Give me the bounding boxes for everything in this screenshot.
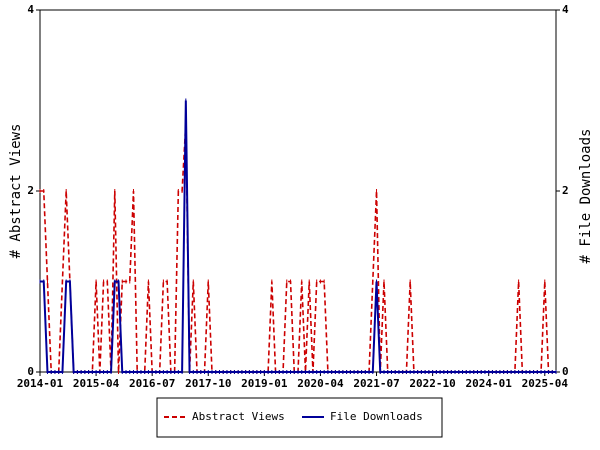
x-tick-label: 2022-10 bbox=[409, 377, 455, 390]
x-tick-label: 2016-07 bbox=[129, 377, 175, 390]
legend bbox=[156, 397, 443, 438]
x-tick-label: 2024-01 bbox=[466, 377, 513, 390]
y2-tick-label: 4 bbox=[562, 3, 569, 16]
y2-tick-label: 0 bbox=[562, 365, 569, 378]
x-tick-label: 2021-07 bbox=[353, 377, 399, 390]
y2-tick-label: 2 bbox=[562, 184, 569, 197]
y-tick-label: 2 bbox=[27, 184, 34, 197]
legend-label: Abstract Views bbox=[192, 410, 285, 423]
x-tick-label: 2019-01 bbox=[241, 377, 288, 390]
y-axis-label: # Abstract Views bbox=[8, 124, 24, 259]
y-tick-label: 0 bbox=[27, 365, 34, 378]
y2-axis-label: # File Downloads bbox=[578, 129, 594, 264]
x-tick-label: 2017-10 bbox=[185, 377, 231, 390]
x-tick-label: 2025-04 bbox=[522, 377, 569, 390]
x-tick-label: 2014-01 bbox=[17, 377, 64, 390]
y-tick-label: 4 bbox=[27, 3, 34, 16]
legend-label: File Downloads bbox=[330, 410, 423, 423]
x-tick-label: 2020-04 bbox=[297, 377, 344, 390]
x-tick-label: 2015-04 bbox=[73, 377, 120, 390]
